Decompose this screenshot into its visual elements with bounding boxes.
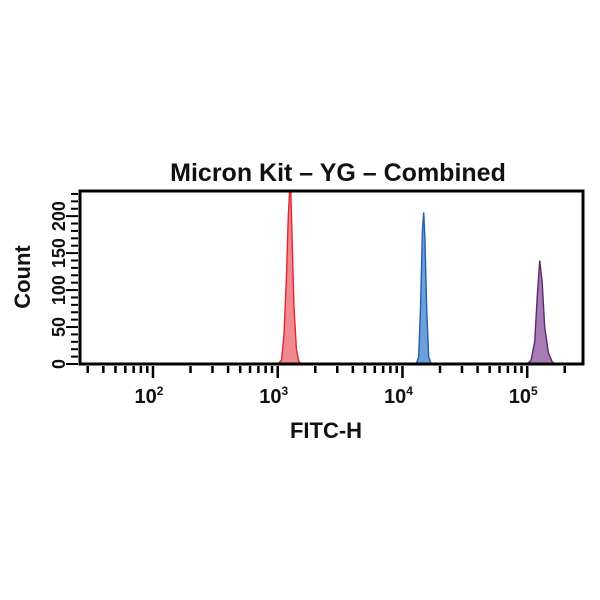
- y-axis: 0 50 100 150 200: [49, 192, 78, 369]
- y-tick-label: 200: [49, 201, 69, 231]
- plot-frame: [78, 189, 585, 366]
- chart-title: Micron Kit – YG – Combined: [170, 159, 506, 187]
- histogram-peak-3: [526, 260, 556, 364]
- x-axis: 102 103 104 105: [86, 366, 567, 408]
- y-tick-label: 50: [49, 317, 69, 337]
- y-axis-label: Count: [10, 245, 35, 309]
- y-tick-label: 0: [49, 359, 69, 369]
- x-tick-label: 105: [509, 384, 538, 408]
- x-tick-label: 103: [259, 384, 288, 408]
- x-tick-label: 102: [135, 384, 164, 408]
- histogram-peak-1: [276, 191, 302, 364]
- y-tick-label: 150: [49, 238, 69, 268]
- x-axis-label: FITC-H: [290, 418, 362, 443]
- plot-area: [276, 191, 556, 364]
- y-tick-label: 100: [49, 275, 69, 305]
- x-tick-label: 104: [384, 384, 413, 408]
- histogram-peak-2: [415, 212, 432, 364]
